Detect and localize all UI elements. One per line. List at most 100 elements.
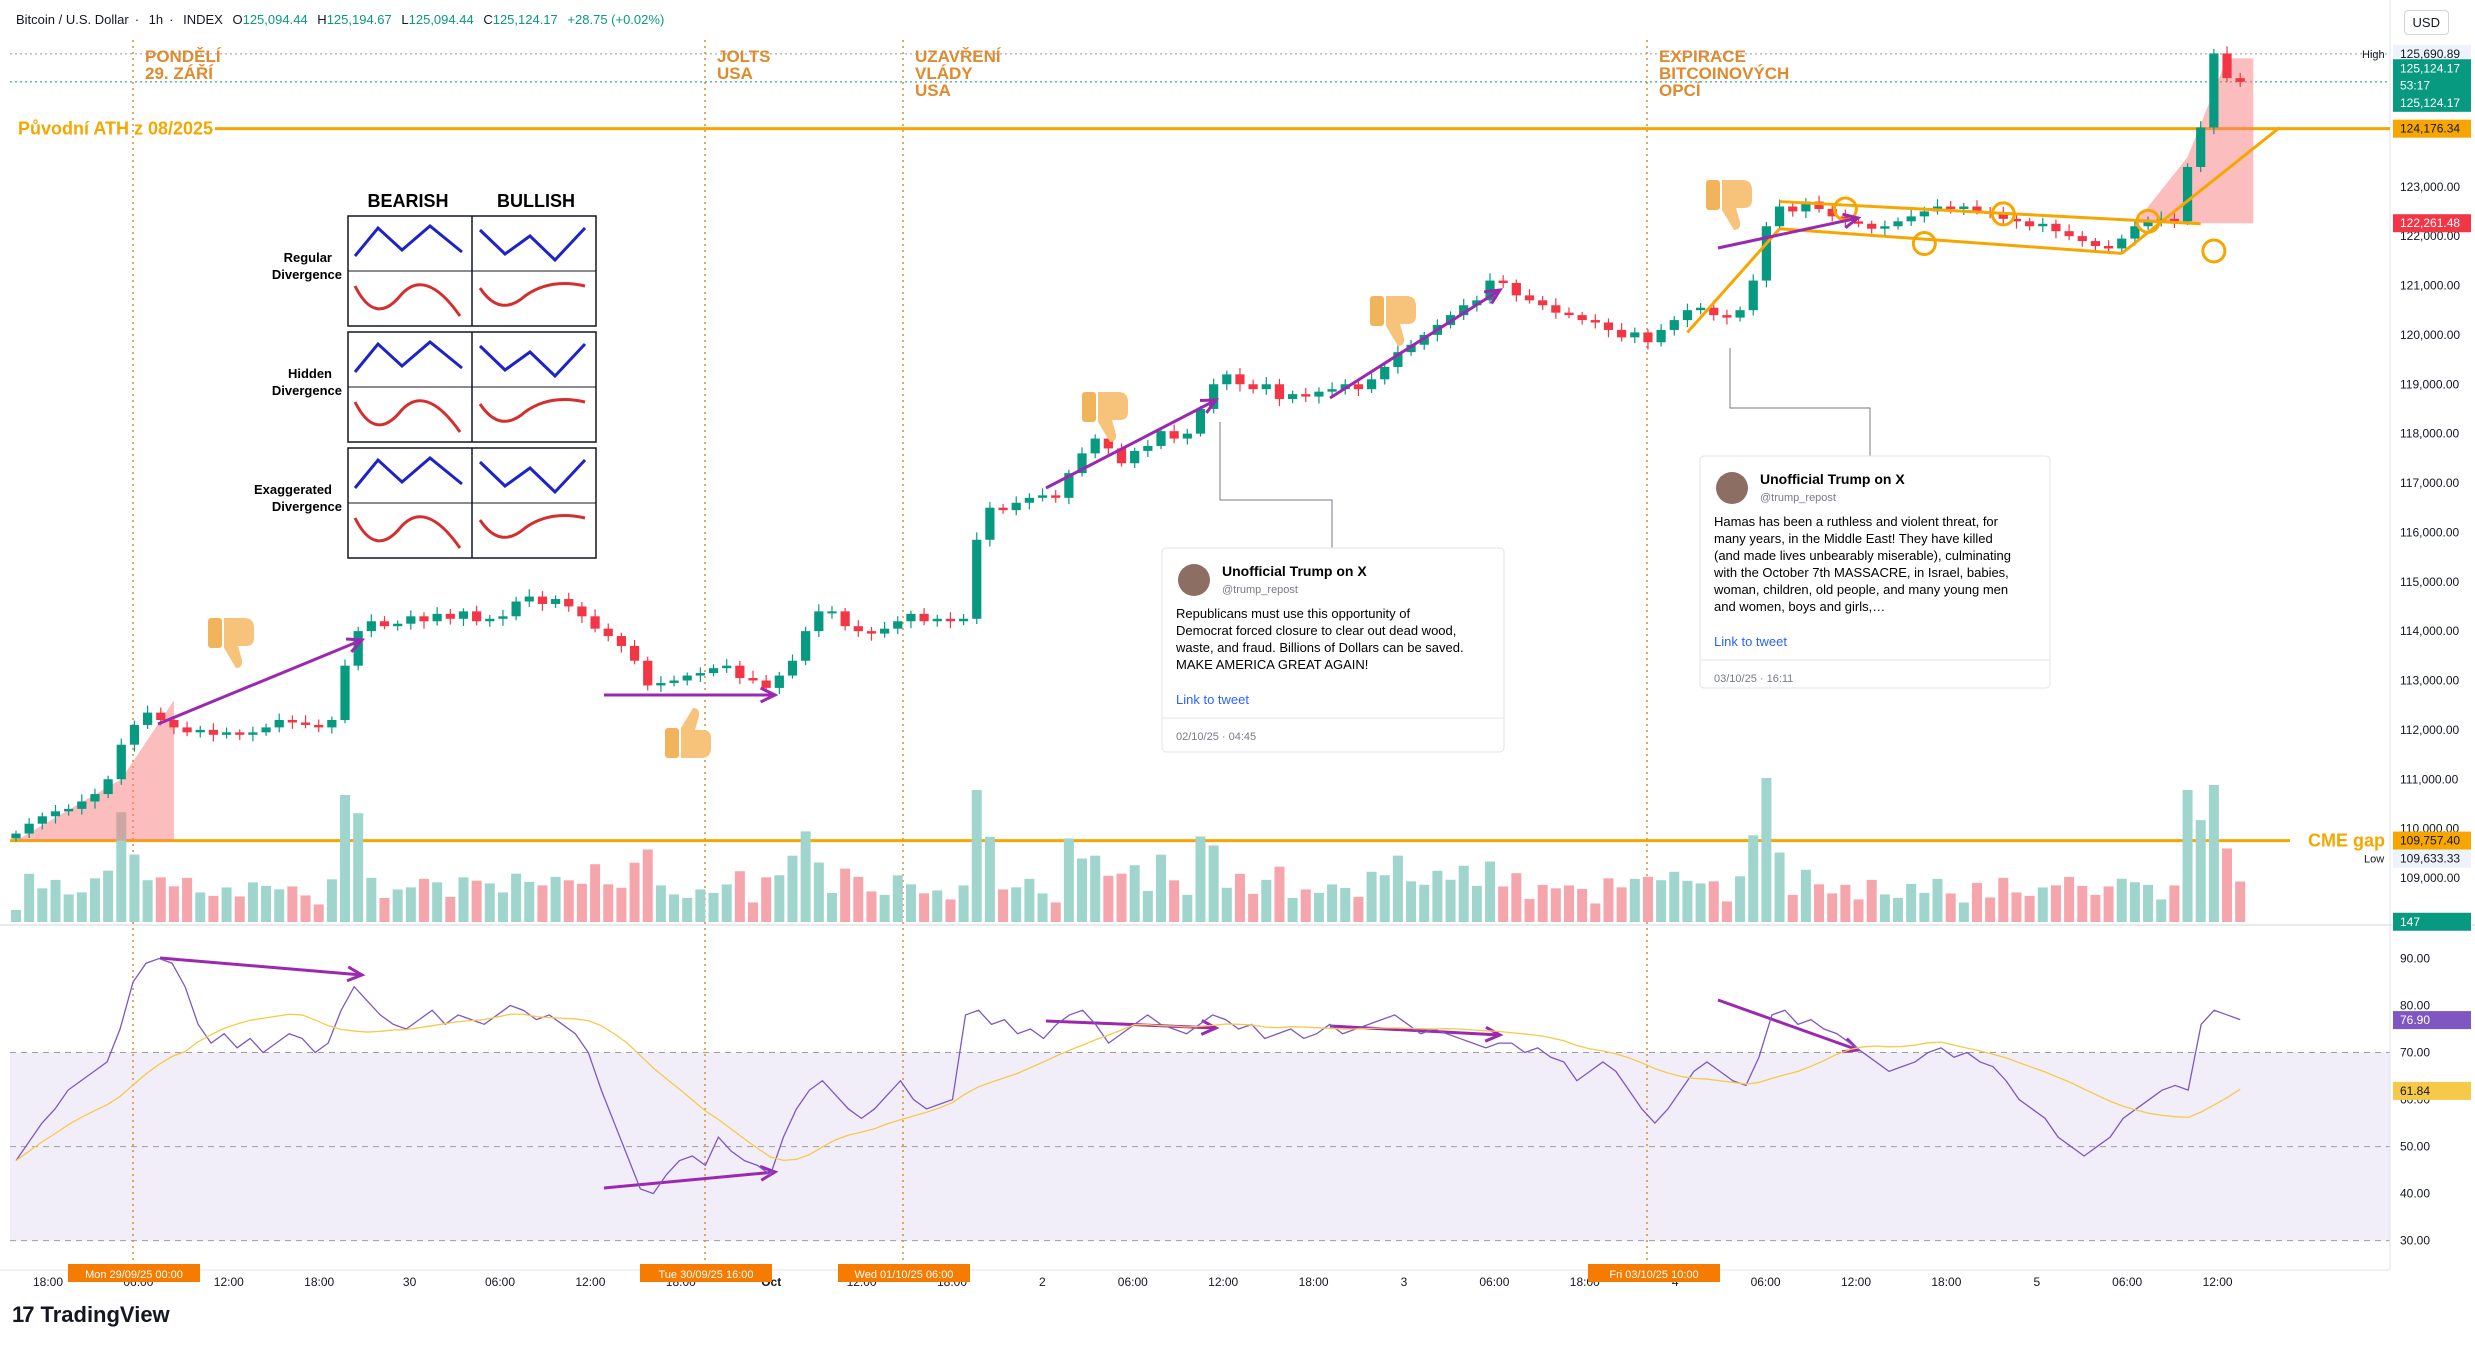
candle <box>1156 427 1166 450</box>
volume-bar <box>524 881 535 922</box>
candle-body <box>866 631 877 634</box>
tradingview-logo[interactable]: 17 TradingView <box>12 1302 170 1328</box>
volume-bar <box>787 855 798 922</box>
price-axis[interactable]: 123,000.00 122,000.00 121,000.00 120,000.00… <box>2400 180 2460 885</box>
arrow-head <box>1200 1019 1220 1036</box>
volume-bar <box>1814 884 1825 922</box>
symbol-header[interactable]: Bitcoin / U.S. Dollar · 1h · INDEX O125,09… <box>16 12 665 27</box>
candle <box>1235 368 1245 392</box>
volume-bar <box>892 875 903 922</box>
candle <box>1959 202 1969 215</box>
candle-body <box>2235 78 2245 82</box>
candle <box>1511 279 1521 302</box>
tweet-link[interactable]: Link to tweet <box>1714 634 1787 649</box>
candle-body <box>577 606 587 617</box>
candle <box>24 818 34 838</box>
candle-body <box>2011 218 2022 222</box>
bearish-oscillator-wave <box>353 515 462 549</box>
candle-body <box>90 794 100 802</box>
candle <box>827 606 837 619</box>
price-tick: 120,000.00 <box>2400 328 2460 342</box>
candle <box>2011 213 2022 229</box>
volume-bar <box>366 877 377 922</box>
bearish-price-zigzag <box>353 456 463 489</box>
candle-body <box>432 613 442 622</box>
candle-body <box>314 724 324 728</box>
volume-bar <box>761 877 772 922</box>
volume-bar <box>879 894 890 922</box>
volume-bar <box>1077 858 1088 922</box>
candle <box>1761 221 1772 288</box>
candle <box>472 605 482 626</box>
candle-body <box>1709 307 1719 316</box>
volume-bar <box>971 790 982 922</box>
volume-bar <box>1748 835 1759 922</box>
volume-bar <box>182 877 193 922</box>
candle-body <box>998 507 1008 511</box>
candle-body <box>458 611 469 619</box>
volume-bar <box>945 899 956 922</box>
candle <box>379 616 390 630</box>
volume-bar <box>2090 894 2101 922</box>
volume-bar <box>1379 875 1390 922</box>
volume-bar <box>1392 855 1403 922</box>
tweet-author: Unofficial Trump on X <box>1222 563 1367 579</box>
currency-button[interactable]: USD <box>2403 10 2449 35</box>
interval-label[interactable]: 1h <box>148 12 164 27</box>
volume-bar <box>1142 890 1153 922</box>
volume-value: 147 <box>2400 915 2420 929</box>
candle-body <box>1011 502 1021 511</box>
time-axis[interactable]: 18:0006:0012:0018:003006:0012:0018:00Oct… <box>33 1264 2233 1289</box>
tweet-card-2[interactable]: Unofficial Trump on X @trump_repost Hamas … <box>1699 348 2051 689</box>
price-tick: 109,000.00 <box>2400 871 2460 885</box>
volume-bar <box>998 889 1009 922</box>
volume-bar <box>866 891 877 922</box>
thumbs-down-icon <box>1370 296 1416 346</box>
candle <box>1130 447 1140 468</box>
high-label: H <box>317 12 327 27</box>
gap-fill-right <box>2134 58 2254 224</box>
candle-body <box>406 616 416 624</box>
volume-bar <box>511 873 522 922</box>
volume-bar <box>984 836 995 922</box>
volume-bar <box>418 878 429 922</box>
time-badge: Tue 30/09/25 16:00 <box>658 1269 753 1281</box>
arrow-shaft <box>1329 288 1501 400</box>
bearish-price-zigzag <box>353 224 463 257</box>
volume-bar <box>2182 790 2193 922</box>
tweet-card-1[interactable]: Unofficial Trump on X @trump_repost Republ… <box>1161 422 1505 753</box>
table-row-label-2-line-2: Divergence <box>272 383 342 398</box>
candle <box>1051 490 1061 503</box>
divergence-arrow <box>603 1165 779 1190</box>
candle-body <box>1472 300 1482 306</box>
candle <box>445 608 455 625</box>
volume-bar <box>392 889 403 922</box>
tweet-text-line: Republicans must use this opportunity of <box>1176 606 1411 621</box>
candle-body <box>2117 238 2127 249</box>
candle <box>1037 488 1048 502</box>
candle <box>2064 224 2074 241</box>
time-tick: 06:00 <box>2112 1275 2142 1289</box>
exchange-label: INDEX <box>183 12 223 27</box>
candle-body <box>2025 221 2035 227</box>
candle-body <box>985 507 995 540</box>
time-tick: 3 <box>1401 1275 1408 1289</box>
volume-bar <box>2064 876 2075 922</box>
price-tick: 115,000.00 <box>2400 575 2459 589</box>
candle-body <box>340 665 350 720</box>
tweet-text-line: Hamas has been a ruthless and violent th… <box>1714 514 1999 529</box>
volume-bar <box>603 884 614 922</box>
candle-body <box>1248 384 1258 390</box>
candle-body <box>1695 307 1706 311</box>
candle-body <box>353 631 363 666</box>
candle <box>1288 390 1298 404</box>
symbol-name[interactable]: Bitcoin / U.S. Dollar <box>16 12 129 27</box>
time-tick: 06:00 <box>1479 1275 1509 1289</box>
tweet-link[interactable]: Link to tweet <box>1176 692 1249 707</box>
low-value-bg <box>2393 849 2471 868</box>
volume-bar <box>853 876 864 922</box>
candle <box>656 676 666 692</box>
volume-bar <box>642 849 653 922</box>
